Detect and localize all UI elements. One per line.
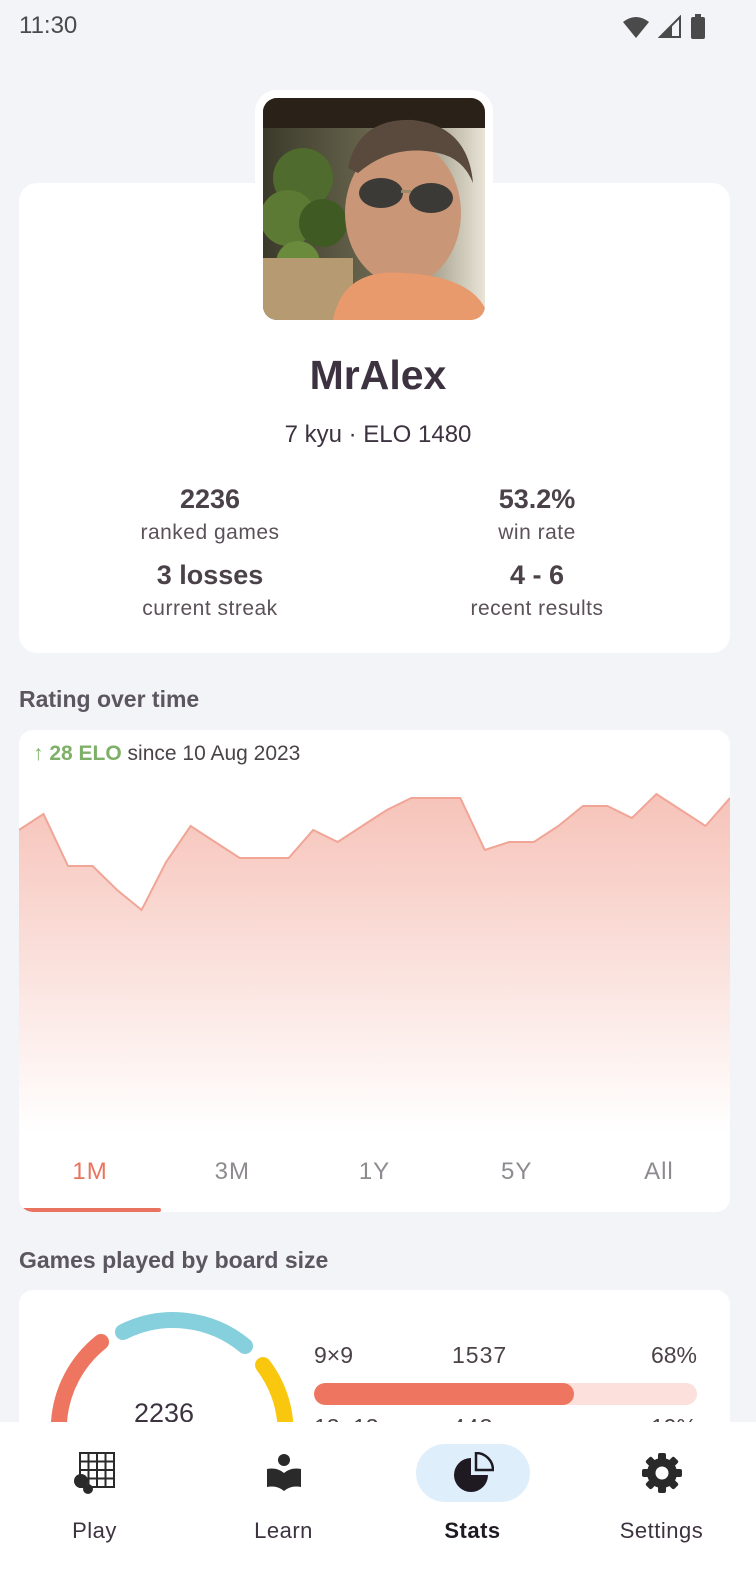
tab-1y[interactable]: 1Y (358, 1158, 391, 1185)
stat-value: 3 losses (156, 560, 264, 590)
battery-icon (691, 14, 705, 39)
nav-learn[interactable]: Learn (189, 1422, 378, 1588)
stat-value: 53.2% (498, 484, 576, 514)
tab-3m[interactable]: 3M (214, 1158, 250, 1185)
nav-icon-wrap (415, 1444, 530, 1502)
stat-value: 4 - 6 (509, 560, 565, 590)
avatar[interactable] (263, 98, 485, 320)
nav-label: Learn (254, 1518, 313, 1543)
arrow-up-icon: ↑ (33, 742, 44, 765)
board-size-donut (51, 1312, 293, 1430)
rating-section-title: Rating over time (19, 686, 200, 712)
nav-label: Settings (619, 1518, 704, 1543)
rating-chart-card: ↑ 28 ELO since 10 Aug 2023 1M 3M 1Y 5Y A… (19, 730, 730, 1212)
nav-stats[interactable]: Stats (378, 1422, 567, 1588)
nav-play[interactable]: Play (0, 1422, 189, 1588)
cell-signal-icon (658, 15, 681, 38)
nav-label: Play (72, 1518, 117, 1543)
book-icon (266, 1454, 301, 1491)
nav-icon-wrap (227, 1444, 341, 1502)
rating-chart (19, 792, 730, 1132)
bottom-nav: Play Learn Stats (0, 1422, 756, 1588)
nav-label: Stats (444, 1518, 501, 1543)
stat-label: ranked games (140, 521, 280, 544)
tab-all[interactable]: All (644, 1158, 674, 1185)
status-time: 11:30 (19, 12, 78, 39)
tab-1m[interactable]: 1M (19, 1132, 162, 1212)
pie-chart-icon (453, 1452, 494, 1492)
status-bar: 11:30 (0, 0, 756, 52)
stat-current-streak: 3 losses current streak (60, 560, 360, 621)
donut-segment-9x9 (51, 1334, 109, 1430)
donut-segment-19x19 (255, 1357, 293, 1428)
board-size-bar-track (314, 1383, 697, 1405)
board-section-title: Games played by board size (19, 1247, 329, 1273)
rank-line: 7 kyu · ELO 1480 (284, 421, 472, 448)
board-size-percent: 68% (650, 1342, 697, 1368)
wifi-icon (623, 17, 649, 38)
nav-icon-wrap (605, 1444, 719, 1502)
stat-win-rate: 53.2% win rate (387, 484, 687, 545)
gear-icon (641, 1453, 682, 1493)
board-size-count: 1537 (452, 1342, 508, 1368)
stat-value: 2236 (179, 484, 241, 514)
stat-label: win rate (498, 521, 576, 544)
rating-series-line (19, 792, 730, 912)
stat-label: recent results (470, 597, 604, 620)
board-size-label: 9×9 (314, 1342, 354, 1368)
donut-segment-13x13 (115, 1312, 253, 1354)
stat-label: current streak (142, 597, 278, 620)
rating-area-fill (19, 794, 730, 1132)
board-icon (73, 1452, 115, 1494)
nav-settings[interactable]: Settings (567, 1422, 756, 1588)
username: MrAlex (309, 352, 447, 398)
elo-change-since: since 10 Aug 2023 (121, 742, 301, 765)
elo-change-value: 28 ELO (49, 742, 122, 765)
stat-recent-results: 4 - 6 recent results (387, 560, 687, 621)
status-icons (622, 14, 706, 40)
nav-icon-wrap (38, 1444, 152, 1502)
stat-ranked-games: 2236 ranked games (60, 484, 360, 545)
range-tabs: 1M 3M 1Y 5Y All (19, 1132, 730, 1212)
tab-5y[interactable]: 5Y (501, 1158, 533, 1185)
elo-change: ↑ 28 ELO since 10 Aug 2023 (33, 742, 300, 766)
board-size-bar-fill (314, 1383, 575, 1405)
avatar-frame (255, 90, 493, 328)
